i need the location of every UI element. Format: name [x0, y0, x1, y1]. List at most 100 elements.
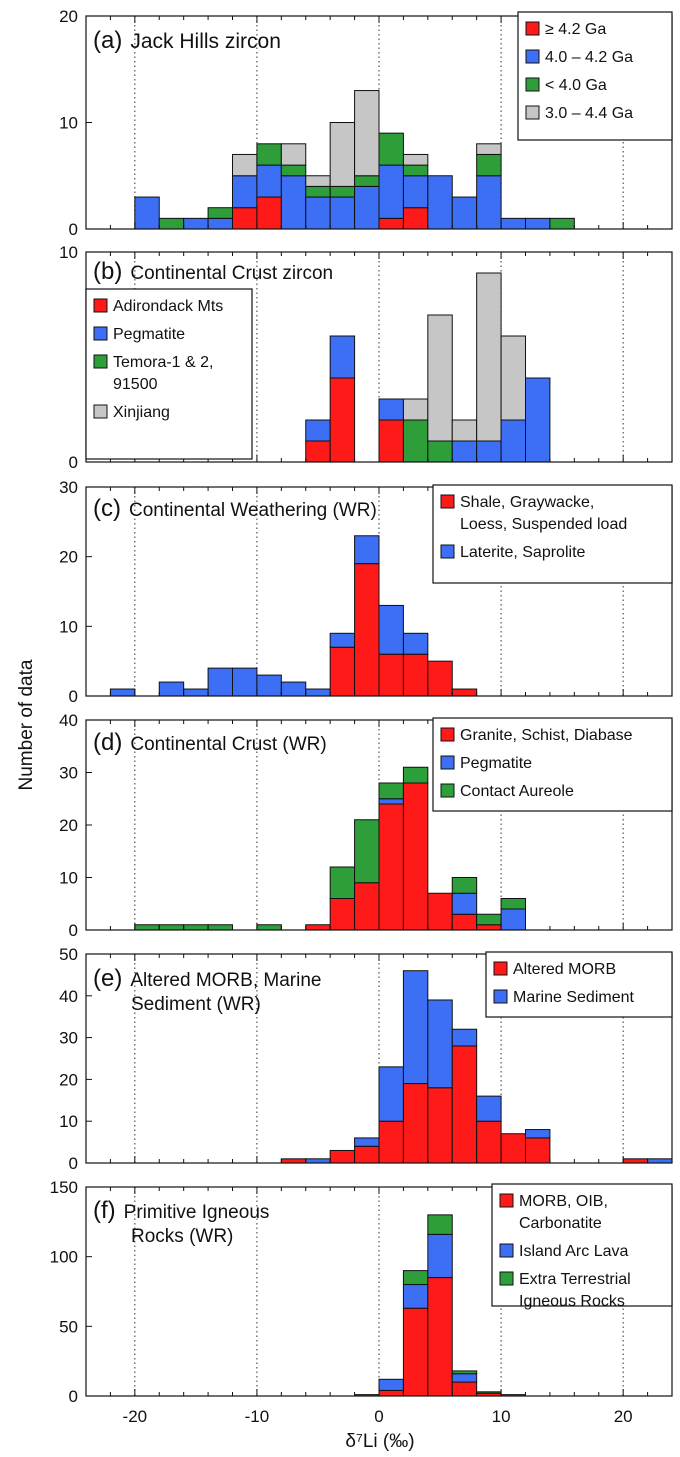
bar-segment	[280, 164, 307, 177]
bar-segment	[280, 681, 307, 697]
bar-segment	[427, 1087, 453, 1164]
legend-swatch	[499, 1193, 514, 1208]
bar-segment	[402, 175, 429, 209]
legend-label: Island Arc Lava	[519, 1243, 629, 1260]
y-axis-title: Number of data	[16, 659, 37, 790]
bar-segment	[402, 1307, 429, 1397]
legend-label: Extra Terrestrial	[519, 1271, 631, 1288]
bar-segment	[305, 924, 331, 931]
legend-swatch	[440, 755, 455, 770]
bar-segment	[134, 196, 160, 230]
bar-segment	[476, 153, 502, 177]
bar-segment	[402, 1270, 429, 1286]
legend-label: Loess, Suspended load	[460, 516, 627, 533]
bar-segment	[378, 132, 404, 166]
legend-swatch	[493, 961, 508, 976]
bar-segment	[476, 924, 502, 931]
legend-label: < 4.0 Ga	[545, 77, 607, 94]
bar-segment	[183, 217, 209, 230]
panel-title: (c) Continental Weathering (WR)	[93, 495, 377, 522]
panel-label: (c)	[93, 495, 121, 522]
bar-segment	[427, 892, 453, 931]
bar-segment	[305, 419, 331, 442]
bar-segment	[183, 688, 209, 697]
bar-segment	[256, 674, 282, 697]
panel-title-text: Continental Crust zircon	[130, 263, 333, 284]
bar-segment	[256, 924, 282, 931]
panel-title-text: Continental Weathering (WR)	[129, 500, 377, 521]
bar-segment	[378, 217, 404, 230]
x-axis-title: δ⁷Li (‰)	[345, 1431, 414, 1452]
legend-label: Temora-1 & 2,	[113, 354, 213, 371]
bar-segment	[500, 335, 527, 421]
legend-label: 91500	[113, 376, 158, 393]
y-tick-label: 10	[59, 617, 78, 636]
legend-box	[517, 11, 673, 141]
bar-segment	[476, 175, 502, 230]
legend-swatch	[525, 77, 540, 92]
legend-label: Xinjiang	[113, 404, 170, 421]
bar-segment	[451, 1381, 478, 1397]
panel-label: (e)	[93, 965, 122, 992]
bar-segment	[378, 1389, 404, 1397]
bar-segment	[256, 143, 282, 166]
bar-segment	[158, 681, 185, 697]
legend-swatch	[440, 783, 455, 798]
y-tick-label: 150	[50, 1178, 78, 1197]
bar-segment	[402, 766, 429, 784]
bar-segment	[232, 207, 258, 230]
bar-segment	[354, 185, 380, 230]
bar-segment	[451, 1028, 478, 1047]
bar-segment	[280, 175, 307, 230]
bar-segment	[329, 1149, 356, 1164]
bar-segment	[500, 908, 527, 931]
legend-label: Pegmatite	[460, 755, 532, 772]
panel-label: (b)	[93, 258, 122, 285]
legend-swatch	[93, 326, 108, 341]
bar-segment	[549, 217, 575, 230]
bar-segment	[402, 153, 429, 166]
legend-swatch	[499, 1243, 514, 1258]
panel-title-text: Jack Hills zircon	[130, 30, 281, 53]
bar-segment	[134, 924, 160, 931]
bar-segment	[183, 924, 209, 931]
bar-segment	[305, 175, 331, 187]
bar-segment	[207, 924, 233, 931]
bar-segment	[378, 653, 404, 697]
panel-title-line: Primitive Igneous	[124, 1202, 270, 1223]
y-tick-label: 20	[59, 1070, 78, 1089]
bar-segment	[476, 440, 502, 463]
legend-label: Shale, Graywacke,	[460, 494, 594, 511]
y-tick-label: 0	[69, 1387, 78, 1406]
y-tick-label: 20	[59, 548, 78, 567]
legend-label: Contact Aureole	[460, 783, 574, 800]
bar-segment	[427, 175, 453, 230]
bar-segment	[378, 782, 404, 800]
bar-segment	[451, 440, 478, 463]
y-tick-label: 10	[59, 869, 78, 888]
legend-swatch	[525, 21, 540, 36]
bar-segment	[525, 217, 551, 230]
bar-segment	[329, 898, 356, 931]
bar-segment	[378, 398, 404, 421]
bar-segment	[500, 217, 527, 230]
legend-box	[85, 288, 253, 460]
x-tick-label: 20	[614, 1407, 633, 1426]
bar-segment	[329, 196, 356, 230]
y-tick-label: 0	[69, 1154, 78, 1173]
legend-label: 3.0 – 4.4 Ga	[545, 105, 633, 122]
legend-label: 4.0 – 4.2 Ga	[545, 49, 633, 66]
bar-segment	[476, 1120, 502, 1164]
bar-segment	[427, 1214, 453, 1235]
legend: Altered MORB Marine Sediment	[485, 951, 673, 1018]
bar-segment	[476, 1391, 502, 1394]
y-tick-label: 0	[69, 921, 78, 940]
bar-segment	[451, 1373, 478, 1383]
bar-segment	[476, 143, 502, 155]
panel-label: (d)	[93, 729, 122, 756]
legend-label: Adirondack Mts	[113, 298, 223, 315]
bar-segment	[451, 877, 478, 894]
y-tick-label: 10	[59, 243, 78, 262]
legend-swatch	[499, 1271, 514, 1286]
